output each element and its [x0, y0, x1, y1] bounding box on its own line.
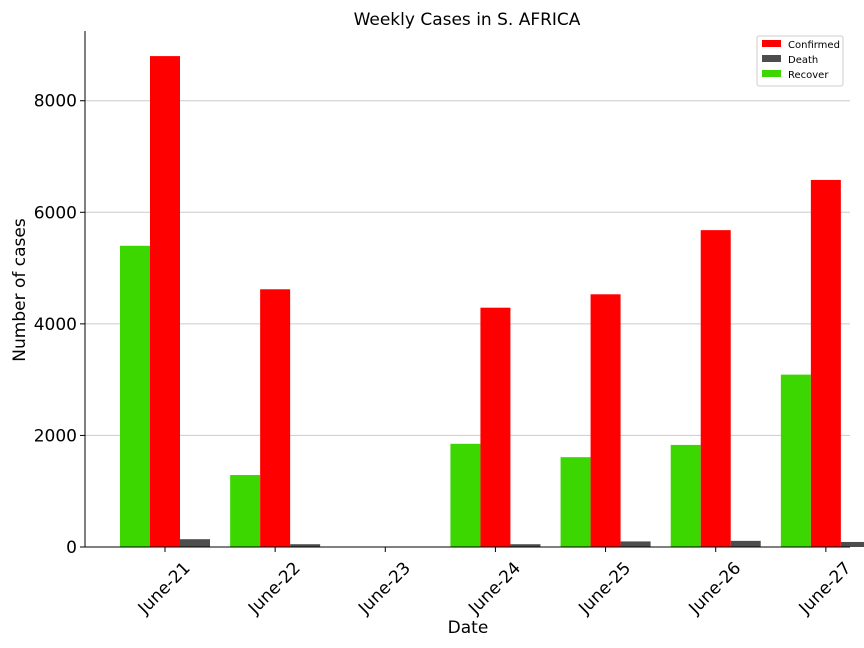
y-tick-label: 8000: [34, 92, 77, 112]
bar-confirmed-june-24: [480, 307, 511, 547]
axes: [84, 31, 850, 548]
bar-recover-june-21: [120, 245, 150, 547]
x-ticks: June-21 June-22 June-23 June-24 June-25 June-…: [134, 547, 856, 619]
y-tick-label: 6000: [34, 203, 77, 223]
legend-swatch-confirmed: [762, 40, 781, 47]
legend-label-confirmed: Confirmed: [788, 40, 840, 51]
x-tick-label: June-23: [354, 558, 415, 619]
bar-confirmed-june-21: [150, 56, 180, 548]
x-tick-label: June-24: [464, 558, 525, 619]
y-tick-label: 2000: [34, 426, 77, 446]
y-tick-label: 4000: [34, 315, 77, 335]
legend: Confirmed Death Recover: [756, 35, 844, 87]
x-tick-label: June-26: [685, 558, 746, 619]
gridlines: [85, 100, 850, 436]
x-tick-label: June-22: [244, 558, 305, 619]
legend-label-recover: Recover: [788, 70, 829, 81]
bar-recover-june-22: [230, 475, 261, 547]
y-tick-label: 0: [66, 538, 77, 558]
bar-death-june-24: [510, 544, 541, 547]
bars: [120, 56, 864, 548]
bar-death-june-25: [620, 541, 651, 547]
y-ticks: 0 2000 4000 6000 8000: [34, 92, 85, 558]
y-axis-label: Number of cases: [10, 218, 30, 362]
bar-recover-june-27: [780, 374, 811, 547]
bar-death-june-21: [180, 539, 210, 547]
legend-swatch-recover: [762, 70, 781, 77]
bar-confirmed-june-27: [810, 179, 841, 548]
bar-recover-june-26: [670, 444, 701, 547]
x-tick-label: June-27: [795, 558, 856, 619]
bar-recover-june-25: [560, 457, 591, 547]
bar-death-june-22: [290, 544, 321, 547]
chart-title: Weekly Cases in S. AFRICA: [354, 10, 581, 30]
bar-death-june-27: [840, 541, 864, 547]
legend-swatch-death: [762, 55, 781, 62]
bar-confirmed-june-25: [590, 294, 621, 547]
bar-confirmed-june-22: [260, 289, 291, 547]
x-tick-label: June-25: [574, 558, 635, 619]
bar-recover-june-24: [450, 443, 481, 547]
bar-confirmed-june-26: [700, 230, 731, 547]
bar-death-june-26: [730, 540, 761, 547]
x-axis-label: Date: [448, 618, 489, 638]
legend-label-death: Death: [788, 55, 818, 66]
x-tick-label: June-21: [134, 558, 195, 619]
